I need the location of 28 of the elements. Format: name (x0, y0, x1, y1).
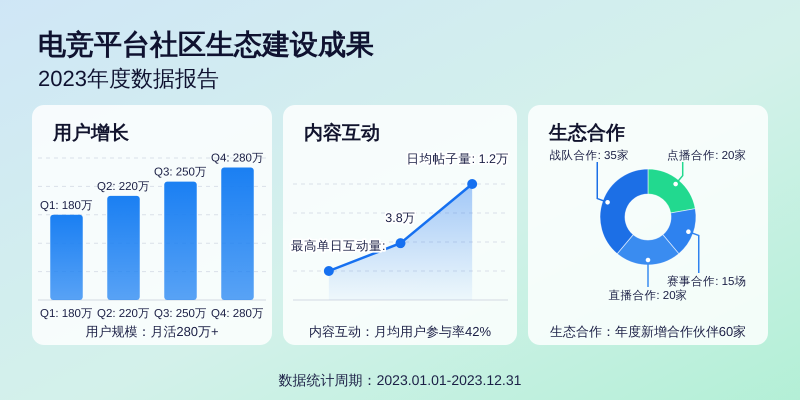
chart-title: 用户增长 (52, 122, 130, 144)
text: 数据统计周期：2023.01.01-2023.12.31 (278, 372, 522, 388)
data-label: Q3: 250万 (154, 166, 207, 179)
text: 用户规模：月活280万+ (85, 324, 219, 339)
data-label: Q1: 180万 (40, 198, 93, 212)
annotation: 最高单日互动量: (291, 238, 386, 253)
chart-title: 生态合作 (548, 122, 625, 144)
data-label: Q4: 280万 (211, 151, 264, 164)
text: 生态合作：年度新增合作伙伴60家 (550, 324, 746, 339)
bar (107, 196, 140, 300)
slice-label: 直播合作: 20家 (608, 288, 688, 302)
x-tick-label: Q4: 280万 (211, 307, 264, 320)
x-tick-label: Q1: 180万 (40, 307, 93, 320)
text: 2023年度数据报告 (38, 66, 219, 91)
text: 内容互动：月均用户参与率42% (308, 324, 492, 339)
slice-label: 战队合作: 35家 (550, 148, 629, 162)
bar (221, 167, 254, 300)
x-tick-label: Q2: 220万 (97, 307, 150, 320)
text: 日均帖子量: 1.2万 (406, 152, 509, 166)
data-label: Q2: 220万 (97, 180, 150, 193)
annotation: 3.8万 (385, 211, 416, 226)
bar (50, 214, 83, 300)
slice-label: 点播合作: 20家 (667, 148, 746, 162)
text: 电竞平台社区生态建设成果 (38, 29, 374, 60)
slice-label: 赛事合作: 15场 (667, 274, 746, 288)
x-tick-label: Q3: 250万 (154, 307, 207, 320)
chart-title: 内容互动 (304, 122, 380, 144)
bar (164, 182, 197, 300)
